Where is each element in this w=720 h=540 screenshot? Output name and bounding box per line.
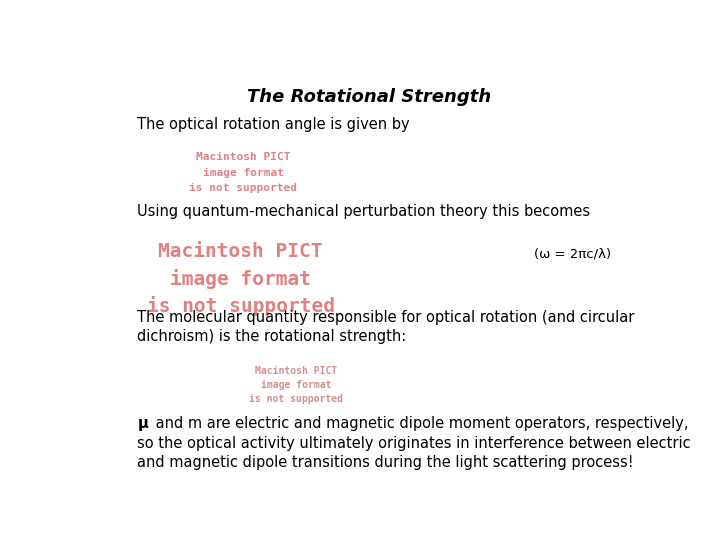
Text: image format: image format (261, 380, 332, 390)
Text: The optical rotation angle is given by: The optical rotation angle is given by (138, 117, 410, 132)
Text: dichroism) is the rotational strength:: dichroism) is the rotational strength: (138, 329, 407, 344)
Text: so the optical activity ultimately originates in interference between electric: so the optical activity ultimately origi… (138, 436, 691, 451)
Text: Macintosh PICT: Macintosh PICT (158, 241, 323, 260)
Text: is not supported: is not supported (249, 394, 343, 404)
Text: The Rotational Strength: The Rotational Strength (247, 87, 491, 106)
Text: and magnetic dipole transitions during the light scattering process!: and magnetic dipole transitions during t… (138, 455, 634, 470)
Text: image format: image format (203, 167, 284, 178)
Text: image format: image format (170, 268, 311, 288)
Text: (ω = 2πc/λ): (ω = 2πc/λ) (534, 247, 611, 260)
Text: Macintosh PICT: Macintosh PICT (196, 152, 291, 162)
Text: μ: μ (138, 416, 148, 431)
Text: Macintosh PICT: Macintosh PICT (256, 366, 338, 376)
Text: The molecular quantity responsible for optical rotation (and circular: The molecular quantity responsible for o… (138, 310, 635, 325)
Text: is not supported: is not supported (147, 295, 335, 315)
Text: and m are electric and magnetic dipole moment operators, respectively,: and m are electric and magnetic dipole m… (151, 416, 689, 431)
Text: is not supported: is not supported (189, 183, 297, 193)
Text: Using quantum-mechanical perturbation theory this becomes: Using quantum-mechanical perturbation th… (138, 204, 590, 219)
